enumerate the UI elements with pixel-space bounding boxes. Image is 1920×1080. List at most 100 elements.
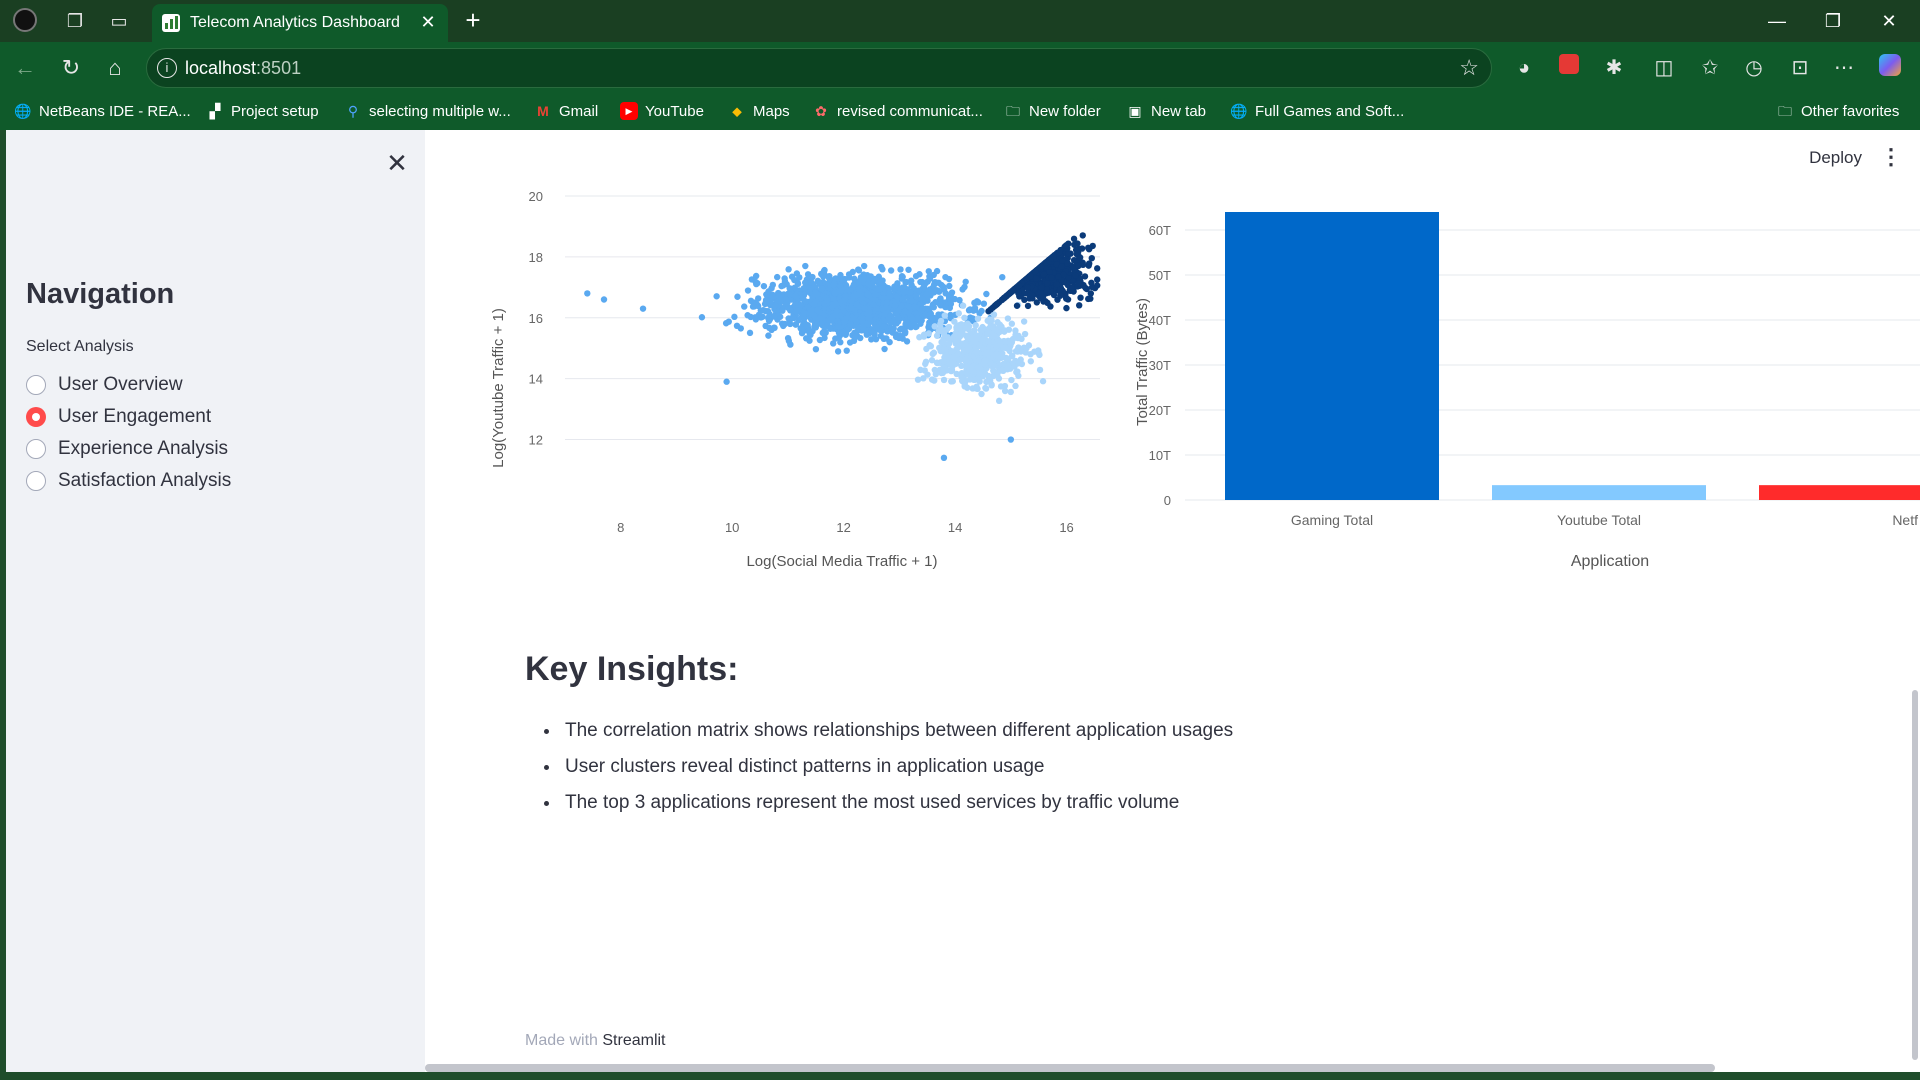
scatter-point xyxy=(861,305,868,312)
scatter-point xyxy=(905,303,913,310)
scatter-point xyxy=(1038,284,1045,291)
insight-item: The top 3 applications represent the mos… xyxy=(561,785,1233,821)
scatter-point xyxy=(923,291,931,298)
close-window-button[interactable]: ✕ xyxy=(1881,11,1897,31)
scatter-point xyxy=(992,333,999,340)
reload-button[interactable]: ↻ xyxy=(61,55,81,80)
scatter-point xyxy=(837,339,844,346)
close-sidebar-icon[interactable]: ✕ xyxy=(386,148,408,178)
favorite-star-icon[interactable]: ☆ xyxy=(1459,55,1479,80)
bar-youtube-total[interactable] xyxy=(1492,485,1706,500)
scatter-point xyxy=(948,378,955,385)
back-button[interactable]: ← xyxy=(14,55,36,80)
bar-y-tick: 10T xyxy=(1149,448,1171,463)
other-favorites[interactable]: 🗀 Other favorites xyxy=(1778,102,1900,120)
scatter-point xyxy=(948,347,955,355)
scatter-point xyxy=(1001,338,1008,345)
cluster-scatter-chart[interactable]: 12 14 16 18 20 8 10 12 14 16 Log(Social Media Tra… xyxy=(485,170,1105,570)
site-info-icon[interactable]: i xyxy=(157,58,177,78)
scatter-point xyxy=(792,320,800,328)
split-screen-icon[interactable]: ◫ xyxy=(1654,57,1674,79)
scatter-point xyxy=(956,296,963,304)
main-menu-icon[interactable]: ⋮ xyxy=(1880,144,1902,169)
scatter-point xyxy=(1053,281,1061,288)
scatter-point xyxy=(948,289,956,296)
scatter-point xyxy=(983,290,990,298)
bookmark-selecting[interactable]: ⚲ selecting multiple w... xyxy=(344,102,511,120)
bookmark-full-games[interactable]: 🌐 Full Games and Soft... xyxy=(1230,102,1405,120)
scatter-point xyxy=(841,315,849,323)
extension-icon[interactable]: ◕ xyxy=(1517,57,1531,79)
home-button[interactable]: ⌂ xyxy=(108,55,122,80)
copilot-icon[interactable] xyxy=(1876,54,1904,82)
restore-button[interactable]: ❐ xyxy=(1824,11,1842,31)
bookmark-new-tab[interactable]: ▣ New tab xyxy=(1126,102,1206,120)
minimize-button[interactable]: — xyxy=(1768,11,1786,31)
scatter-point xyxy=(982,385,990,392)
scatter-point xyxy=(937,295,944,302)
scatter-point xyxy=(773,307,781,314)
scatter-point xyxy=(1008,320,1016,327)
scatter-point xyxy=(1094,265,1101,272)
radio-user-engagement[interactable]: User Engagement xyxy=(26,406,211,428)
scatter-point xyxy=(1046,269,1053,276)
bookmark-youtube[interactable]: ▶ YouTube xyxy=(620,102,704,120)
bookmark-netbeans[interactable]: 🌐 NetBeans IDE - REA... xyxy=(14,102,191,120)
bookmarks-bar: 🌐 NetBeans IDE - REA... ▞ Project setup ⚲ s… xyxy=(0,94,1920,130)
screenshot-icon[interactable]: ⊡ xyxy=(1791,57,1809,79)
scatter-point xyxy=(1053,261,1060,268)
horizontal-scrollbar[interactable] xyxy=(425,1064,1715,1072)
scatter-point xyxy=(945,294,953,301)
scatter-point xyxy=(832,300,839,308)
workspaces-icon[interactable]: ❐ xyxy=(66,11,84,31)
scatter-point xyxy=(762,322,769,330)
extension-red-icon[interactable] xyxy=(1555,54,1583,82)
scatter-point xyxy=(849,268,856,276)
address-bar[interactable]: i localhost:8501 ☆ xyxy=(146,48,1492,88)
scatter-point xyxy=(639,305,647,312)
top-applications-bar-chart[interactable]: 0 10T 20T 30T 40T 50T 60T Gaming Total Youtube T… xyxy=(1125,170,1920,570)
scatter-point xyxy=(821,266,828,274)
scatter-point xyxy=(993,301,1000,308)
bar-netf[interactable] xyxy=(1759,485,1920,500)
bar-y-tick: 50T xyxy=(1149,268,1171,283)
radio-user-overview[interactable]: User Overview xyxy=(26,374,183,396)
scatter-point xyxy=(871,275,878,283)
scatter-point xyxy=(928,357,936,364)
sidebar-title: Navigation xyxy=(26,278,175,310)
scatter-point xyxy=(925,268,932,275)
bookmark-gmail[interactable]: M Gmail xyxy=(534,102,598,120)
deploy-button[interactable]: Deploy xyxy=(1809,148,1862,167)
scatter-point xyxy=(855,266,862,273)
radio-experience-analysis[interactable]: Experience Analysis xyxy=(26,438,228,460)
scatter-point xyxy=(834,348,842,355)
history-icon[interactable]: ◷ xyxy=(1745,57,1763,79)
scatter-point xyxy=(771,313,778,320)
extensions-puzzle-icon[interactable]: ✱ xyxy=(1605,57,1623,79)
bookmark-project-setup[interactable]: ▞ Project setup xyxy=(206,102,319,120)
scatter-point xyxy=(986,377,994,384)
close-tab-icon[interactable]: ✕ xyxy=(420,12,436,32)
browser-tab-active[interactable]: Telecom Analytics Dashboard ✕ xyxy=(152,4,448,42)
streamlit-link[interactable]: Streamlit xyxy=(602,1032,666,1049)
bookmark-new-folder[interactable]: 🗀 New folder xyxy=(1006,102,1101,120)
favorites-icon[interactable]: ✩ xyxy=(1701,57,1719,79)
radio-satisfaction-analysis[interactable]: Satisfaction Analysis xyxy=(26,470,231,492)
more-menu-icon[interactable]: ⋯ xyxy=(1834,57,1854,79)
bar-gaming-total[interactable] xyxy=(1225,212,1439,500)
scatter-point xyxy=(990,362,998,370)
tab-actions-icon[interactable]: ▭ xyxy=(110,11,128,31)
scatter-point xyxy=(963,371,971,378)
scatter-point xyxy=(902,279,909,286)
vertical-scrollbar[interactable] xyxy=(1912,690,1918,1060)
new-tab-button[interactable]: + xyxy=(465,5,481,35)
scatter-point xyxy=(810,301,818,308)
bookmark-revised[interactable]: ✿ revised communicat... xyxy=(812,102,983,120)
scatter-point xyxy=(976,342,983,350)
streamlit-app: ✕ Navigation Select Analysis User Overvi… xyxy=(6,130,1920,1072)
scatter-point xyxy=(584,290,591,297)
profile-avatar-icon[interactable] xyxy=(12,8,38,34)
bookmark-maps[interactable]: ⬥ Maps xyxy=(728,102,790,120)
scatter-point xyxy=(853,301,861,308)
scatter-point xyxy=(840,297,847,304)
